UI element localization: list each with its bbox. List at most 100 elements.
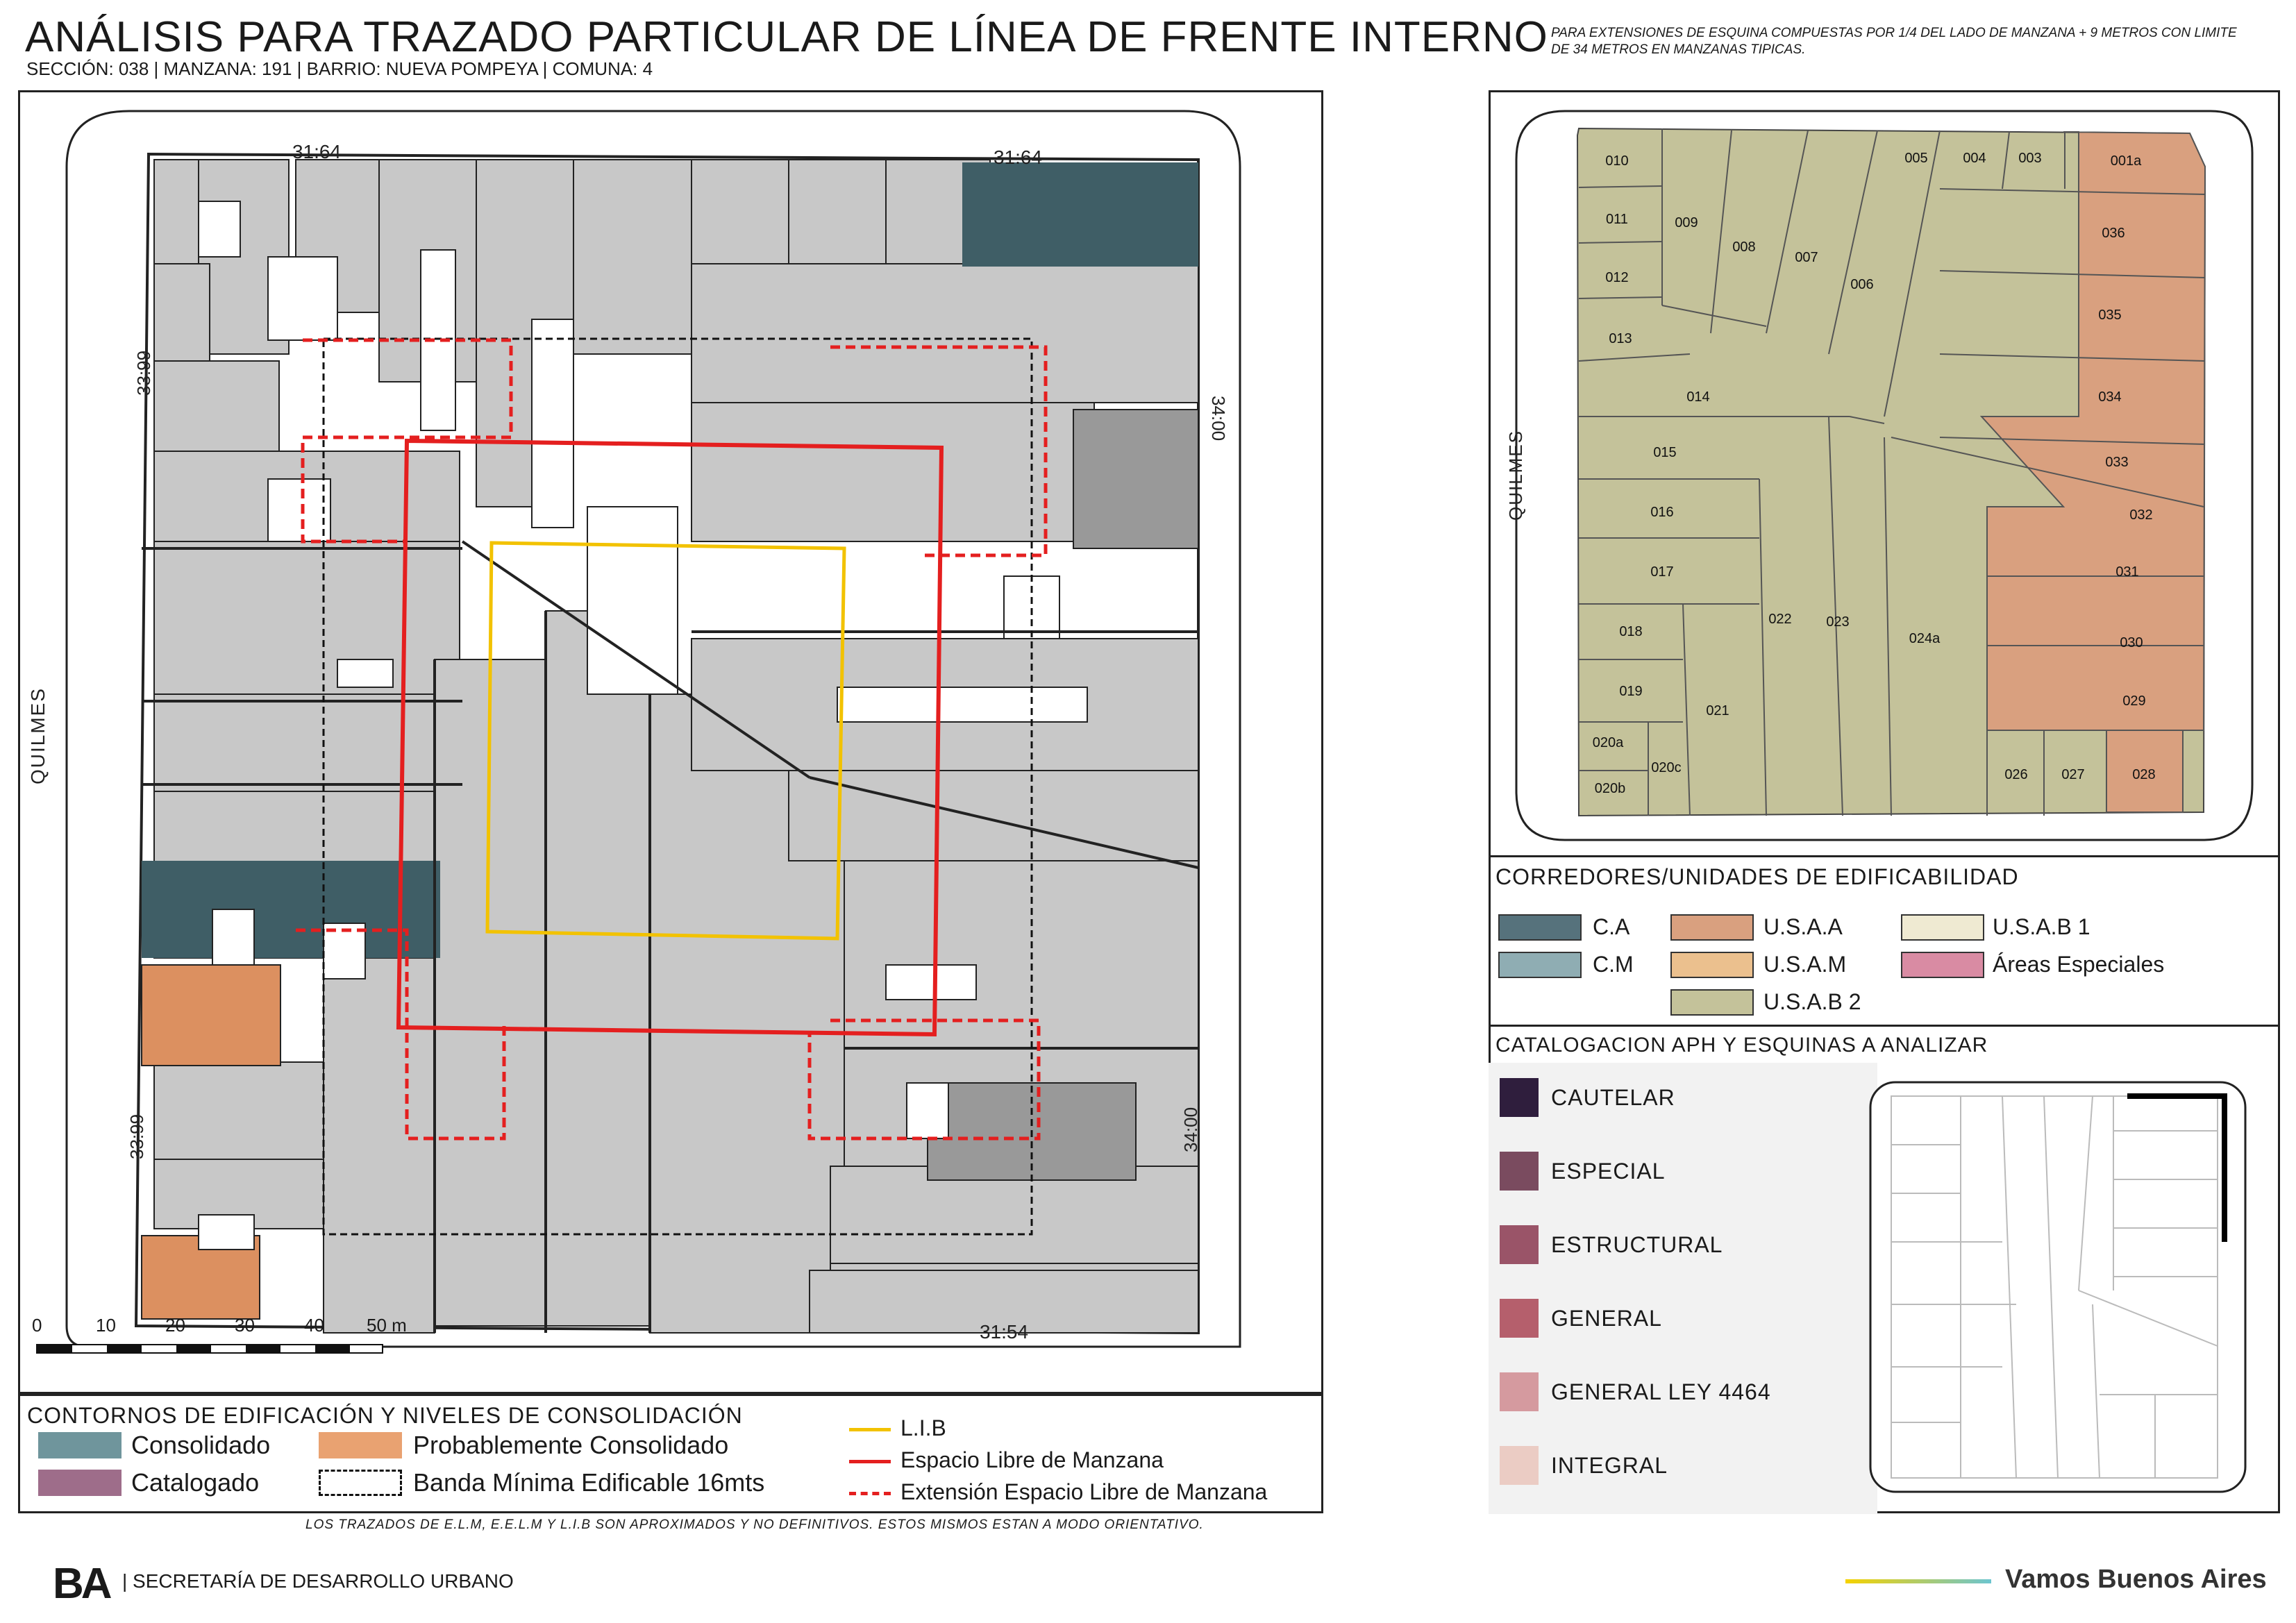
- cm-swatch: [1498, 952, 1582, 978]
- legend-label: U.S.A.B 1: [1993, 914, 2090, 939]
- dim-bottom: 31:54: [980, 1321, 1028, 1343]
- extension-espacio-libre: [296, 338, 1048, 1141]
- legend-title: CORREDORES/UNIDADES DE EDIFICABILIDAD: [1495, 864, 2019, 889]
- consolidado-area: [142, 861, 440, 958]
- areas-especiales-swatch: [1901, 952, 1984, 978]
- dim-top-right: 31:64: [994, 146, 1042, 168]
- parcel-014: 014: [1686, 389, 1709, 405]
- parcel-020c: 020c: [1651, 760, 1681, 775]
- diagonal-lot-line: [809, 776, 1199, 869]
- white-patch: [323, 923, 366, 979]
- general-ley-swatch: [1500, 1372, 1539, 1411]
- usab1-swatch: [1901, 914, 1984, 941]
- integral-swatch: [1500, 1446, 1539, 1485]
- catalog-swatch-area: [1489, 1063, 1877, 1514]
- corner-highlight: [2127, 1093, 2227, 1242]
- parcel-012: 012: [1605, 270, 1628, 285]
- dim-right-top: 34:00: [1208, 396, 1229, 441]
- general-swatch: [1500, 1299, 1539, 1338]
- parcel-006: 006: [1850, 277, 1873, 292]
- corner-locator-map: [1869, 1081, 2247, 1493]
- scale-tick: 30: [235, 1315, 255, 1336]
- parcel-031: 031: [2115, 564, 2138, 580]
- parcel-030: 030: [2120, 635, 2143, 650]
- parcel-007: 007: [1795, 250, 1818, 265]
- parcel-022: 022: [1768, 612, 1791, 627]
- eelm-line-swatch: [849, 1492, 891, 1495]
- page-title: ANÁLISIS PARA TRAZADO PARTICULAR DE LÍNE…: [25, 13, 1548, 61]
- vamos-buenos-aires-logo: Vamos Buenos Aires: [2005, 1565, 2267, 1594]
- dark-grey-area: [1073, 409, 1199, 549]
- legend-label: U.S.A.A: [1763, 914, 1843, 939]
- street-label-quilmes: QUILMES: [1505, 430, 1526, 521]
- scale-tick: 0: [32, 1315, 42, 1336]
- lot-lines: [142, 547, 1198, 1333]
- linea-interna-basamento: [485, 541, 846, 941]
- elm-line-swatch: [849, 1460, 891, 1463]
- parcel-024a: 024a: [1909, 631, 1941, 646]
- brand-gradient-line: [1845, 1579, 1991, 1583]
- parcel-026: 026: [2004, 767, 2027, 782]
- catalog-label: INTEGRAL: [1551, 1453, 1668, 1478]
- page-subtitle: SECCIÓN: 038 | MANZANA: 191 | BARRIO: NU…: [26, 58, 653, 79]
- legend-corridors: CORREDORES/UNIDADES DE EDIFICABILIDAD C.…: [1489, 855, 2280, 1025]
- street-label-quilmes: QUILMES: [27, 687, 49, 784]
- parcel-020b: 020b: [1595, 781, 1626, 796]
- legend-label: U.S.A.M: [1763, 952, 1847, 977]
- legend-title: CATALOGACION APH Y ESQUINAS A ANALIZAR: [1495, 1034, 1988, 1057]
- courtyards: [198, 201, 1088, 1250]
- parcel-017: 017: [1650, 564, 1673, 580]
- legend-line-label: Espacio Libre de Manzana: [900, 1447, 1164, 1472]
- legend-catalog: CATALOGACION APH Y ESQUINAS A ANALIZAR C…: [1489, 1025, 2280, 1514]
- parcel-033: 033: [2105, 455, 2128, 470]
- secretaria-label: | SECRETARÍA DE DESARROLLO URBANO: [122, 1570, 514, 1592]
- parcel-020a: 020a: [1593, 735, 1624, 750]
- parcel-010: 010: [1605, 153, 1628, 169]
- estructural-swatch: [1500, 1225, 1539, 1264]
- probablemente-consolidado-swatch: [319, 1432, 402, 1458]
- parcel-027: 027: [2061, 767, 2084, 782]
- parcel-015: 015: [1653, 445, 1676, 460]
- white-patch: [212, 909, 255, 966]
- dim-left-bottom: 33:99: [126, 1114, 147, 1159]
- catalog-label: CAUTELAR: [1551, 1085, 1675, 1110]
- espacio-libre-manzana: [396, 438, 944, 1037]
- consolidado-swatch: [38, 1432, 121, 1458]
- main-map: 31:64 31:64 33:99 33:99 34:00 34:00 31:5…: [27, 110, 1241, 1348]
- legend-line-label: L.I.B: [900, 1415, 946, 1440]
- legend-label: Catalogado: [131, 1468, 260, 1497]
- banda-minima-swatch: [319, 1470, 402, 1496]
- parcel-008: 008: [1732, 239, 1755, 255]
- ba-logo: BA: [53, 1560, 112, 1608]
- parcel-036: 036: [2102, 226, 2125, 241]
- dim-top-left: 31:64: [292, 141, 341, 162]
- parcel-003: 003: [2018, 151, 2041, 166]
- parcel-035: 035: [2098, 308, 2121, 323]
- diagonal-lot-line: [461, 540, 811, 779]
- legend-line-label: Extensión Espacio Libre de Manzana: [900, 1479, 1268, 1504]
- street-outline: [1515, 110, 2254, 841]
- parcel-lines: [1578, 128, 2206, 816]
- catalog-label: ESPECIAL: [1551, 1159, 1666, 1184]
- consolidado-area: [962, 162, 1198, 267]
- legend-label: Consolidado: [131, 1431, 271, 1459]
- legend-label: Banda Mínima Edificable 16mts: [413, 1468, 765, 1497]
- usab2-swatch: [1670, 989, 1754, 1016]
- catalog-label: GENERAL: [1551, 1306, 1662, 1331]
- legend-label: Áreas Especiales: [1993, 952, 2165, 977]
- especial-swatch: [1500, 1152, 1539, 1191]
- catalogado-swatch: [38, 1470, 121, 1496]
- parcel-034: 034: [2098, 389, 2121, 405]
- parcel-019: 019: [1619, 684, 1642, 699]
- usam-swatch: [1670, 952, 1754, 978]
- parcel-029: 029: [2122, 693, 2145, 709]
- parcel-005: 005: [1904, 151, 1927, 166]
- legend-label: C.M: [1593, 952, 1634, 977]
- catalog-label: GENERAL LEY 4464: [1551, 1379, 1771, 1404]
- parcel-labels: 010 011 012 013 009 008 007 006 014 015 …: [1593, 151, 2156, 796]
- parcel-map: 010 011 012 013 009 008 007 006 014 015 …: [1505, 110, 2254, 841]
- scale-tick: 40: [304, 1315, 324, 1336]
- parcel-028: 028: [2132, 767, 2155, 782]
- parcel-011: 011: [1606, 212, 1628, 227]
- cautelar-swatch: [1500, 1078, 1539, 1117]
